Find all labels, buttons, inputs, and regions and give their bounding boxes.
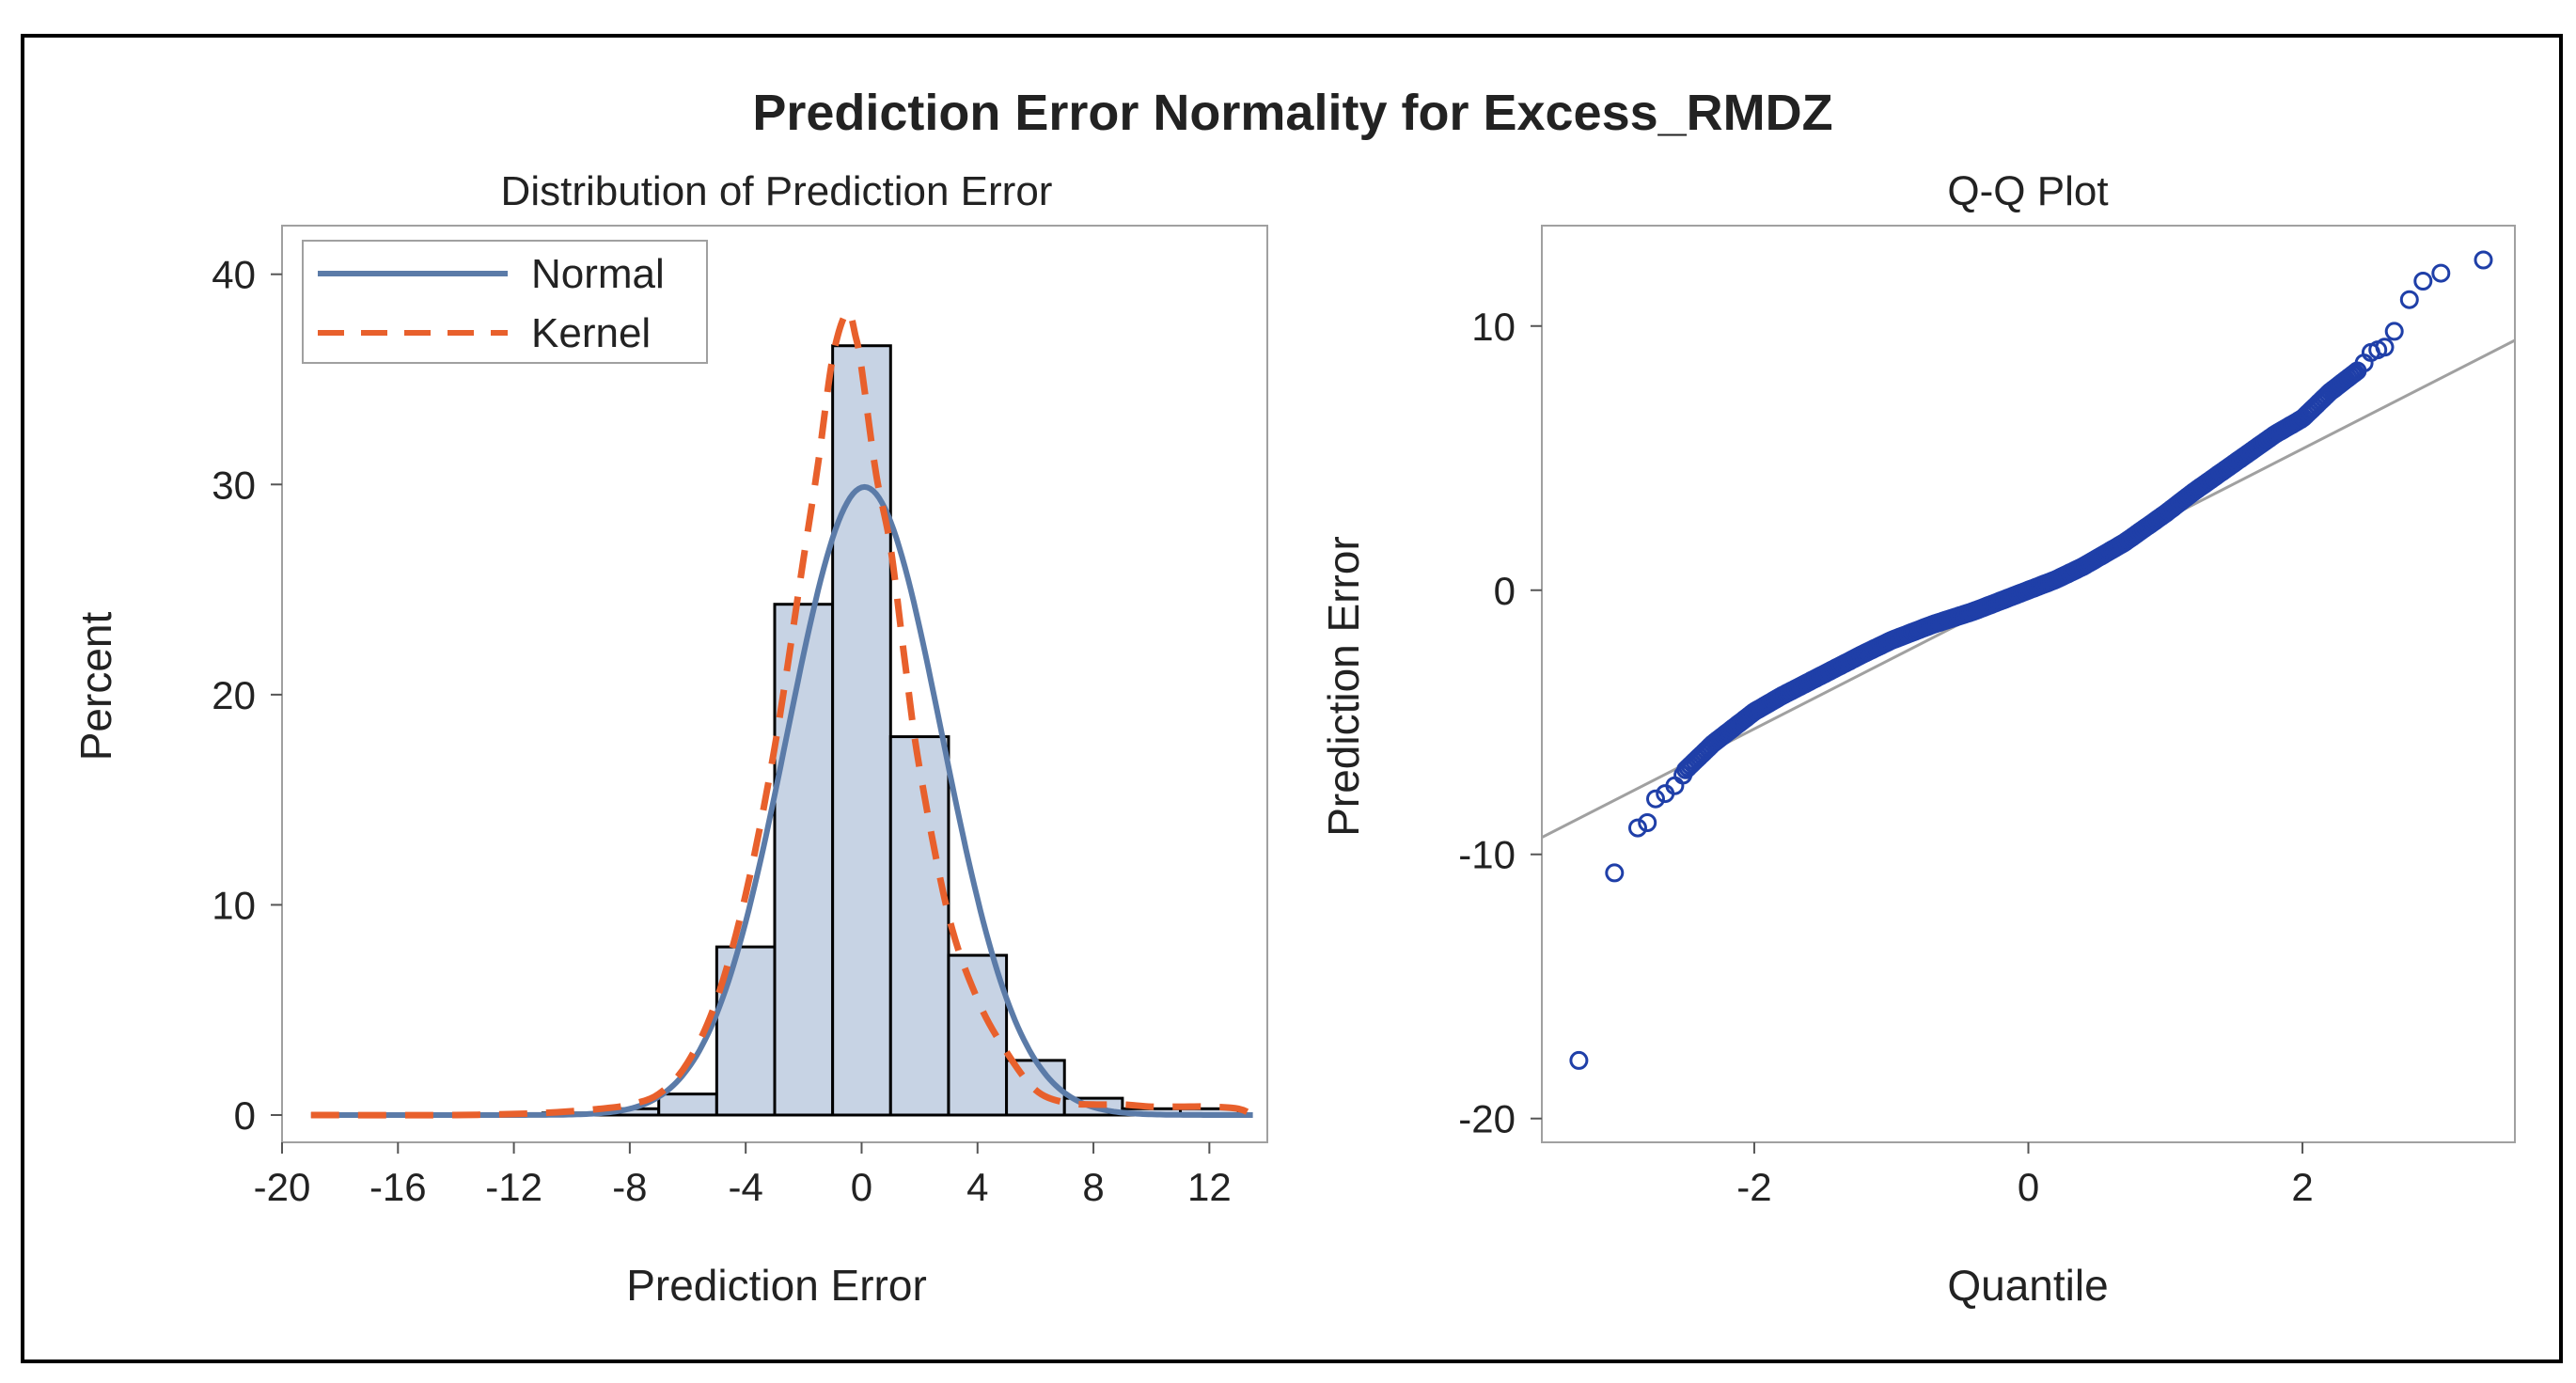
qq-point xyxy=(2399,290,2419,309)
qq-point xyxy=(1628,818,1647,838)
histogram-bar xyxy=(657,1092,718,1117)
kernel-curve xyxy=(310,308,1255,1119)
figure-border xyxy=(21,34,2563,1363)
legend-box xyxy=(302,240,708,364)
histogram-panel: Distribution of Prediction Error -20 -16-… xyxy=(71,168,1268,1310)
x-tick-label: 8 xyxy=(1082,1165,1104,1209)
histogram-y-axis: 0 10 20 30 40 xyxy=(212,253,282,1138)
y-tick-label: 0 xyxy=(1494,569,1516,613)
qq-point xyxy=(2413,272,2433,291)
main-title: Prediction Error Normality for Excess_RM… xyxy=(752,85,1832,141)
qq-x-axis: -2 0 2 xyxy=(1736,1142,2314,1209)
x-tick-label: -12 xyxy=(485,1165,542,1209)
qq-point xyxy=(1673,765,1693,785)
x-tick-label: -16 xyxy=(369,1165,427,1209)
histogram-bar xyxy=(773,603,835,1117)
histogram-bar xyxy=(831,344,892,1117)
qq-y-label: Prediction Error xyxy=(1319,536,1368,837)
y-tick-label: 30 xyxy=(212,463,256,507)
qq-point xyxy=(1605,863,1625,883)
qq-x-label: Quantile xyxy=(1947,1261,2108,1310)
x-tick-label: 0 xyxy=(2018,1165,2039,1209)
y-tick-label: -10 xyxy=(1458,833,1516,877)
qq-point xyxy=(1569,1050,1589,1070)
qq-title: Q-Q Plot xyxy=(1947,168,2108,214)
qq-point xyxy=(2375,338,2395,357)
y-tick-label: 10 xyxy=(212,883,256,927)
qq-point xyxy=(2431,263,2451,283)
x-tick-label: 4 xyxy=(966,1165,988,1209)
y-tick-label: 0 xyxy=(234,1093,256,1138)
legend-kernel-label: Kernel xyxy=(531,310,651,356)
histogram-curves xyxy=(310,308,1255,1119)
histogram-bars xyxy=(541,344,1240,1117)
histogram-legend: Normal Kernel xyxy=(302,240,708,364)
histogram-title: Distribution of Prediction Error xyxy=(501,168,1053,214)
y-tick-label: -20 xyxy=(1458,1097,1516,1141)
x-tick-label: 2 xyxy=(2291,1165,2313,1209)
qq-point xyxy=(2474,250,2493,270)
y-tick-label: 10 xyxy=(1471,305,1516,349)
qq-point xyxy=(1638,813,1657,832)
qq-points xyxy=(1569,250,2493,1070)
x-tick-label: -2 xyxy=(1736,1165,1771,1209)
qq-point xyxy=(2384,322,2404,341)
histogram-plot-frame xyxy=(281,225,1268,1143)
x-tick-label: -8 xyxy=(612,1165,647,1209)
legend-normal-label: Normal xyxy=(531,251,665,297)
x-tick-label: -20 xyxy=(254,1165,311,1209)
qq-y-axis: -20 -10 0 10 xyxy=(1458,305,1542,1141)
histogram-bar xyxy=(947,953,1009,1117)
x-tick-label: -4 xyxy=(728,1165,762,1209)
x-tick-label: 12 xyxy=(1187,1165,1232,1209)
y-tick-label: 40 xyxy=(212,253,256,297)
qq-point xyxy=(1646,789,1665,809)
y-tick-label: 20 xyxy=(212,673,256,717)
histogram-y-label: Percent xyxy=(71,612,120,762)
x-tick-label: 0 xyxy=(851,1165,872,1209)
histogram-bar xyxy=(888,735,950,1117)
histogram-x-label: Prediction Error xyxy=(626,1261,927,1310)
histogram-x-axis: -20 -16 -12 -8 -4 0 4 8 12 xyxy=(254,1142,1232,1209)
